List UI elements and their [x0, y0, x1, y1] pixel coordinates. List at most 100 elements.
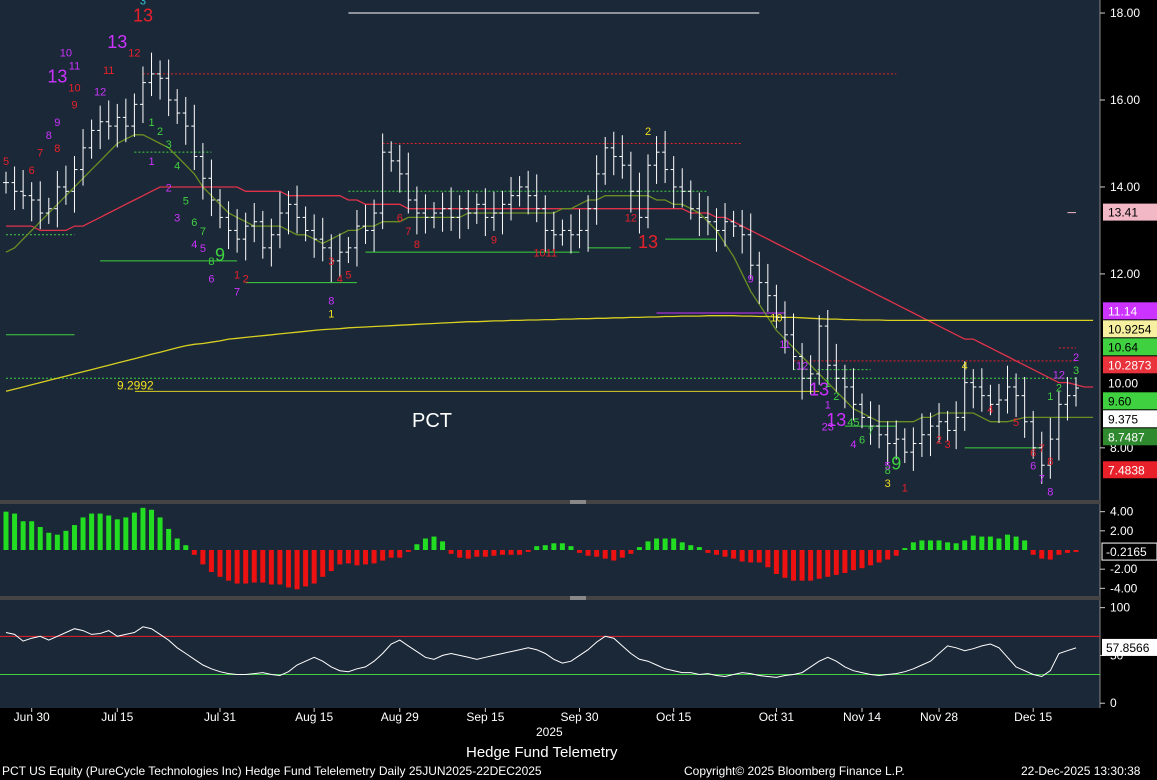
price-bar [242, 212, 249, 261]
macd-histogram-bar [825, 550, 831, 577]
td-count-label: 6 [29, 165, 35, 177]
footer-copyright: Copyright© 2025 Bloomberg Finance L.P. [684, 764, 905, 778]
price-bar [328, 234, 335, 283]
td-count-label: 13 [809, 380, 829, 400]
td-count-label: 5 [345, 269, 351, 281]
macd-histogram-bar [970, 535, 976, 550]
macd-histogram-bar [183, 545, 189, 550]
panel-splitter-handle[interactable] [570, 500, 586, 504]
macd-axis-tick-label: -2.00 [1110, 562, 1138, 576]
macd-histogram-bar [149, 509, 155, 550]
price-value-tag-label: 9.60 [1108, 394, 1132, 408]
price-bar [610, 131, 617, 176]
td-count-label: 2 [936, 434, 942, 446]
price-bar [918, 413, 925, 457]
price-bar [576, 209, 583, 249]
price-bar [482, 188, 489, 237]
price-bar [859, 393, 865, 429]
td-count-label: 8 [885, 465, 891, 477]
price-bar [11, 166, 18, 210]
price-value-tag-label: 9.375 [1108, 412, 1138, 426]
macd-histogram-bar [440, 541, 446, 550]
year-label: 2025 [536, 725, 563, 739]
price-value-tag [1103, 320, 1157, 338]
td-count-label: 10 [770, 313, 782, 325]
td-count-label: 8 [54, 143, 60, 155]
price-bar [602, 136, 609, 185]
macd-histogram-bar [902, 548, 908, 550]
price-bar [353, 210, 360, 267]
td-count-label: 3 [140, 0, 146, 7]
macd-histogram-bar [816, 550, 822, 579]
price-bar [448, 187, 455, 231]
macd-histogram-bar [140, 507, 146, 550]
price-bar [208, 159, 215, 217]
macd-histogram-bar [953, 543, 959, 550]
price-bar [71, 156, 78, 213]
td-count-label: 10 [60, 48, 72, 60]
price-bar [773, 284, 780, 329]
price-bar [1004, 365, 1011, 414]
macd-histogram-bar [251, 550, 257, 583]
macd-histogram-bar [405, 550, 411, 552]
macd-histogram-bar [89, 513, 95, 550]
price-bar [191, 104, 198, 170]
price-value-tag [1103, 392, 1157, 410]
price-bar [1047, 417, 1054, 479]
td-count-label: 9 [54, 117, 60, 129]
price-bar [893, 420, 900, 460]
macd-histogram-bar [303, 550, 309, 587]
td-count-label: 7 [867, 426, 873, 438]
price-value-tag-label: 8.7487 [1108, 430, 1145, 444]
macd-histogram-bar [688, 545, 694, 550]
price-axis-tick-label: 14.00 [1110, 180, 1140, 194]
td-count-label: 4 [174, 161, 180, 173]
price-bar [311, 214, 318, 258]
macd-histogram-bar [200, 550, 206, 565]
price-bar [722, 203, 729, 247]
macd-histogram-bar [1022, 540, 1028, 550]
price-bar [165, 59, 172, 117]
macd-histogram-bar [808, 550, 814, 581]
macd-histogram-bar [628, 550, 634, 554]
price-bar [790, 313, 797, 370]
macd-histogram-bar [833, 550, 839, 575]
td-count-label: 7 [200, 226, 206, 238]
panel-splitter-handle[interactable] [570, 596, 586, 600]
osc-axis-tick-label: 100 [1110, 601, 1130, 615]
price-bar [431, 202, 437, 229]
price-bar [1073, 377, 1079, 407]
macd-histogram-bar [731, 550, 737, 559]
macd-histogram-bar [508, 550, 514, 555]
price-bar [619, 135, 626, 179]
macd-histogram-bar [713, 550, 719, 555]
macd-histogram-bar [577, 550, 583, 553]
price-bar [234, 209, 241, 253]
panel-splitter-price-macd[interactable] [0, 500, 1100, 504]
footer-description: PCT US Equity (PureCycle Technologies In… [2, 764, 542, 778]
x-axis-tick-label: Sep 15 [466, 710, 504, 724]
macd-histogram-bar [46, 532, 52, 550]
price-bar [413, 186, 420, 235]
panel-splitter-macd-osc[interactable] [0, 596, 1100, 600]
price-bar [850, 368, 857, 421]
price-bar [1030, 410, 1037, 459]
price-bar [345, 236, 352, 264]
td-count-label: 6 [859, 434, 865, 446]
price-bar [636, 172, 643, 234]
td-count-label: 4 [191, 239, 197, 251]
x-axis-tick-label: Nov 28 [920, 710, 958, 724]
x-axis-tick-label: Jun 30 [14, 710, 50, 724]
price-bar [336, 233, 343, 277]
price-panel-background [0, 0, 1100, 500]
price-value-tag-label: 10.00 [1108, 376, 1138, 390]
price-bar [3, 171, 9, 194]
price-bar [105, 100, 112, 140]
td-count-label: 5 [200, 243, 206, 255]
price-bar [362, 204, 369, 244]
price-bar [747, 213, 754, 279]
macd-histogram-bar [885, 550, 891, 560]
macd-histogram-bar [491, 550, 497, 556]
td-count-label: 1 [328, 308, 334, 320]
